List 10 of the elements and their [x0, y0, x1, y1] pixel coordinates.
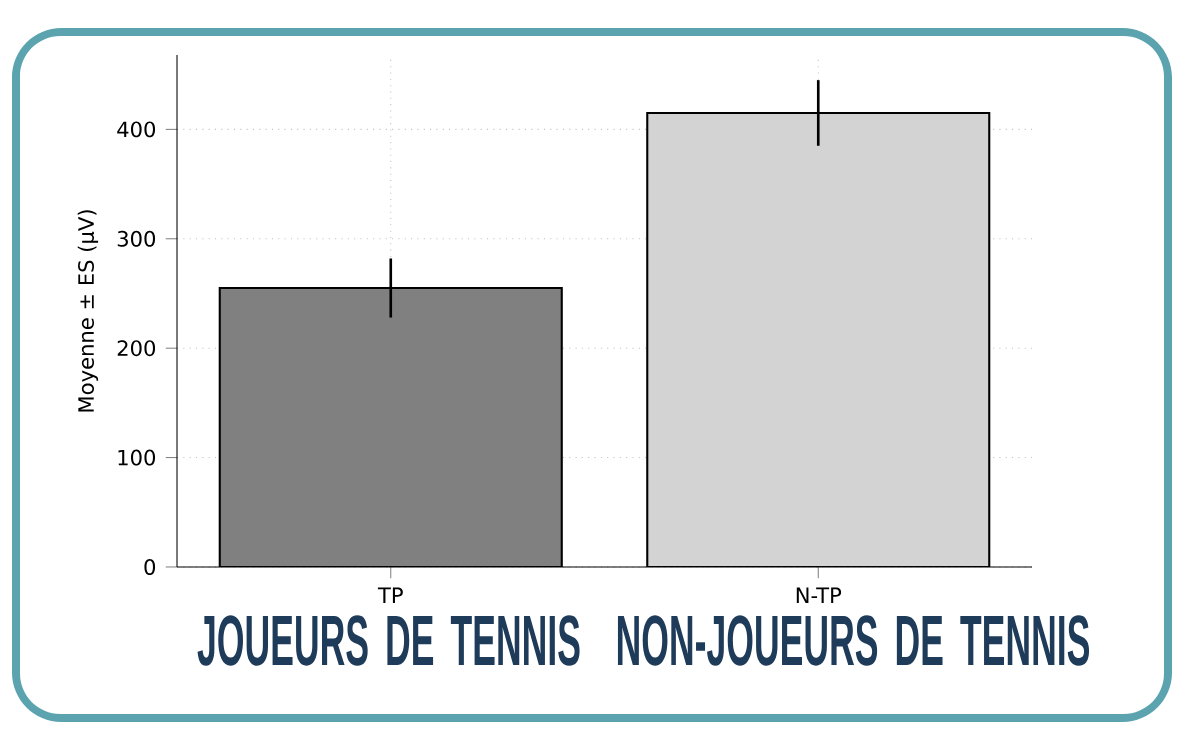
y-tick-label: 100: [118, 449, 156, 466]
text: NON-JOUEURS DE TENNIS: [617, 615, 1090, 666]
y-tick-label: 300: [117, 230, 156, 247]
y-axis-title: Moyenne ± ES (µV): [77, 210, 99, 412]
text: JOUEURS DE TENNIS: [197, 615, 580, 666]
y-tick-label: 400: [117, 121, 156, 138]
y-tick-label: 0: [144, 558, 156, 575]
x-tick-label: N-TP: [796, 587, 842, 603]
x-tick-label: TP: [377, 587, 403, 603]
y-tick-label: 200: [117, 340, 156, 357]
